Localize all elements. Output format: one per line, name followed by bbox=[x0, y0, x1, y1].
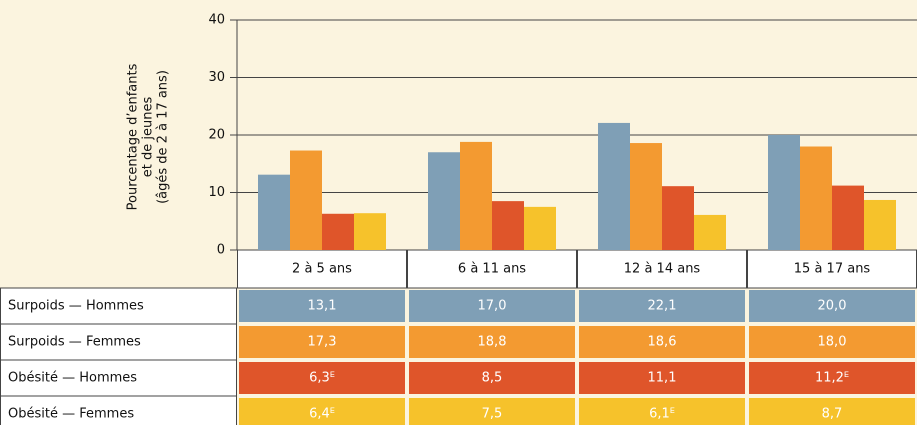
data-label: 11,2ᴱ bbox=[815, 371, 849, 386]
bar bbox=[662, 186, 694, 250]
table-cell bbox=[749, 362, 915, 394]
legend-label: Surpoids — Femmes bbox=[8, 335, 141, 350]
data-label: 11,1 bbox=[648, 371, 677, 386]
y-tick-label: 10 bbox=[208, 185, 225, 200]
table-cell bbox=[749, 290, 915, 322]
data-label: 22,1 bbox=[648, 299, 677, 314]
category-cell bbox=[407, 249, 577, 289]
category-cell bbox=[577, 249, 747, 289]
x-tick-label: 2 à 5 ans bbox=[292, 262, 352, 277]
bar bbox=[694, 214, 726, 250]
bar bbox=[768, 135, 800, 250]
table-cell bbox=[749, 398, 915, 425]
data-label: 18,0 bbox=[818, 335, 847, 350]
table-cell bbox=[409, 326, 575, 358]
y-tick-label: 20 bbox=[208, 128, 225, 143]
bar bbox=[322, 213, 354, 250]
x-tick-label: 12 à 14 ans bbox=[624, 262, 701, 277]
y-tick-label: 30 bbox=[208, 70, 225, 85]
table-cell bbox=[579, 326, 745, 358]
legend-label: Obésité — Hommes bbox=[8, 371, 137, 386]
data-label: 6,4ᴱ bbox=[309, 407, 335, 422]
data-label: 8,5 bbox=[482, 371, 503, 386]
data-label: 8,7 bbox=[822, 407, 843, 422]
data-label: 6,1ᴱ bbox=[649, 407, 675, 422]
table-cell bbox=[409, 362, 575, 394]
bar bbox=[258, 174, 290, 250]
bar bbox=[832, 185, 864, 250]
x-tick-label: 15 à 17 ans bbox=[794, 262, 871, 277]
y-axis-label: (âgés de 2 à 17 ans) bbox=[156, 70, 171, 204]
data-label: 18,6 bbox=[648, 335, 677, 350]
data-label: 13,1 bbox=[308, 299, 337, 314]
legend-cell bbox=[0, 287, 237, 325]
table-cell bbox=[409, 398, 575, 425]
category-cell bbox=[237, 249, 407, 289]
legend-label: Obésité — Femmes bbox=[8, 407, 134, 422]
table-cell bbox=[239, 326, 405, 358]
data-label: 20,0 bbox=[818, 299, 847, 314]
table-cell bbox=[239, 362, 405, 394]
x-tick-label: 6 à 11 ans bbox=[458, 262, 526, 277]
bar bbox=[864, 199, 896, 250]
table-cell bbox=[579, 290, 745, 322]
y-axis-label: et de jeunes bbox=[141, 97, 156, 178]
data-label: 17,0 bbox=[478, 299, 507, 314]
data-label: 17,3 bbox=[308, 335, 337, 350]
bar bbox=[290, 150, 322, 250]
bar bbox=[428, 152, 460, 250]
legend-label: Surpoids — Hommes bbox=[8, 299, 144, 314]
data-label: 6,3ᴱ bbox=[309, 371, 335, 386]
data-label: 7,5 bbox=[482, 407, 503, 422]
legend-cell bbox=[0, 395, 237, 425]
bar bbox=[630, 143, 662, 250]
y-tick-label: 0 bbox=[217, 243, 225, 258]
table-cell bbox=[579, 362, 745, 394]
y-tick-label: 40 bbox=[208, 13, 225, 28]
table-cell bbox=[239, 398, 405, 425]
bar bbox=[598, 122, 630, 250]
table-cell bbox=[239, 290, 405, 322]
legend-cell bbox=[0, 323, 237, 361]
table-cell bbox=[409, 290, 575, 322]
bar bbox=[354, 213, 386, 250]
bar bbox=[800, 146, 832, 250]
y-axis-label: Pourcentage d’enfants bbox=[126, 63, 141, 210]
table-cell bbox=[749, 326, 915, 358]
bar bbox=[460, 141, 492, 250]
table-cell bbox=[579, 398, 745, 425]
bar bbox=[524, 206, 556, 250]
data-label: 18,8 bbox=[478, 335, 507, 350]
bar bbox=[492, 201, 524, 250]
